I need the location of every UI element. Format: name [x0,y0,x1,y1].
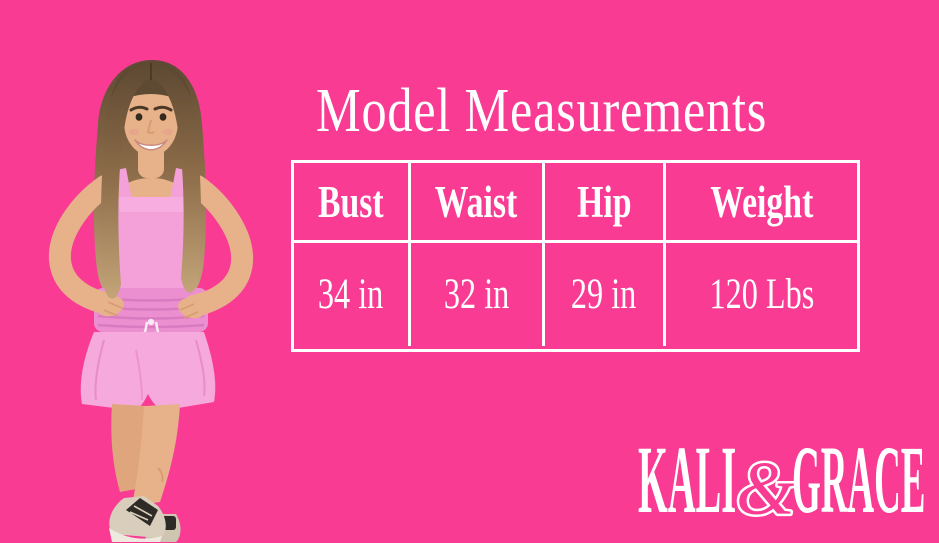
model-sneaker [109,496,166,542]
value-cell-waist: 32 in [411,243,545,346]
header-cell-bust: Bust [294,163,411,243]
header-label-hip: Hip [576,176,632,227]
page-title: Model Measurements [316,77,768,145]
header-cell-weight: Weight [666,163,857,243]
measurements-table: Bust Waist Hip Weight 34 in 32 in 29 in … [291,160,860,352]
model-romper-waistband [94,288,208,349]
value-hip: 29 in [571,271,637,318]
header-label-waist: Waist [435,176,518,227]
value-cell-bust: 34 in [294,243,411,346]
brand-logo-kali: KALI [638,442,736,524]
header-label-bust: Bust [318,176,384,227]
brand-logo: KALI & GRACE [638,442,925,524]
header-cell-waist: Waist [411,163,545,243]
model-face [124,88,178,156]
value-cell-weight: 120 Lbs [666,243,857,346]
model-photo [48,60,254,542]
brand-logo-grace: GRACE [792,442,925,524]
value-weight: 120 Lbs [709,271,814,318]
value-waist: 32 in [443,271,510,318]
header-label-weight: Weight [709,176,814,227]
model-romper-top [106,168,196,294]
value-cell-hip: 29 in [545,243,666,346]
header-cell-hip: Hip [545,163,666,243]
model-hair-front [100,62,202,299]
model-romper-shorts [80,332,216,410]
model-arms [48,175,254,319]
brand-logo-ampersand-icon: & [736,447,795,524]
value-bust: 34 in [318,271,384,318]
